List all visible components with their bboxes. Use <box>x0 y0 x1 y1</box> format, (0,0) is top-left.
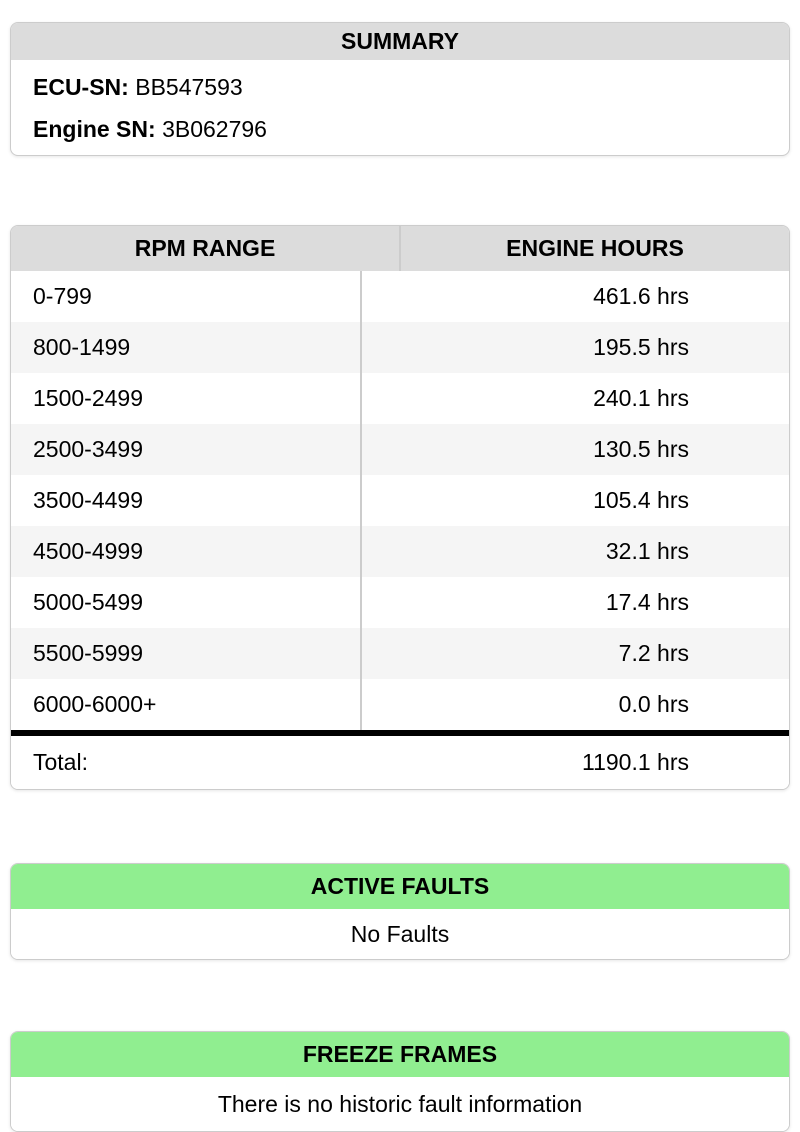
engine-hours-column-header: ENGINE HOURS <box>506 235 684 261</box>
rpm-range-column-header: RPM RANGE <box>11 226 401 271</box>
summary-title: SUMMARY <box>341 28 459 54</box>
freeze-frames-card: FREEZE FRAMES There is no historic fault… <box>10 1031 790 1132</box>
freeze-frames-message: There is no historic fault information <box>11 1077 789 1131</box>
rpm-range-cell: 800-1499 <box>11 322 362 373</box>
rpm-range-cell: 4500-4999 <box>11 526 362 577</box>
table-row: 1500-2499 240.1 hrs <box>11 373 789 424</box>
table-row: 800-1499 195.5 hrs <box>11 322 789 373</box>
total-row: Total: 1190.1 hrs <box>11 730 789 789</box>
engine-sn-value: 3B062796 <box>162 116 267 142</box>
table-row: 5500-5999 7.2 hrs <box>11 628 789 679</box>
engine-hours-cell: 0.0 hrs <box>618 691 689 717</box>
engine-hours-cell: 240.1 hrs <box>593 385 689 411</box>
table-row: 6000-6000+ 0.0 hrs <box>11 679 789 730</box>
rpm-range-cell: 3500-4499 <box>11 475 362 526</box>
ecu-sn-value: BB547593 <box>135 74 243 100</box>
engine-sn-label: Engine SN: <box>33 116 156 142</box>
table-row: 0-799 461.6 hrs <box>11 271 789 322</box>
engine-hours-cell: 7.2 hrs <box>618 640 689 666</box>
engine-hours-cell: 130.5 hrs <box>593 436 689 462</box>
rpm-range-cell: 0-799 <box>11 271 362 322</box>
table-row: 2500-3499 130.5 hrs <box>11 424 789 475</box>
active-faults-message: No Faults <box>11 909 789 959</box>
active-faults-card: ACTIVE FAULTS No Faults <box>10 863 790 960</box>
active-faults-header: ACTIVE FAULTS <box>11 864 789 909</box>
table-row: 4500-4999 32.1 hrs <box>11 526 789 577</box>
engine-hours-cell: 195.5 hrs <box>593 334 689 360</box>
ecu-sn-label: ECU-SN: <box>33 74 129 100</box>
rpm-range-cell: 5500-5999 <box>11 628 362 679</box>
engine-hours-cell: 461.6 hrs <box>593 283 689 309</box>
active-faults-title: ACTIVE FAULTS <box>310 873 490 899</box>
table-row: 3500-4499 105.4 hrs <box>11 475 789 526</box>
table-row: 5000-5499 17.4 hrs <box>11 577 789 628</box>
freeze-frames-title: FREEZE FRAMES <box>302 1041 498 1067</box>
rpm-range-cell: 5000-5499 <box>11 577 362 628</box>
rpm-table-header: RPM RANGE ENGINE HOURS <box>11 226 789 271</box>
rpm-hours-table-card: RPM RANGE ENGINE HOURS 0-799 461.6 hrs 8… <box>10 225 790 790</box>
summary-body: ECU-SN: BB547593 Engine SN: 3B062796 <box>11 60 789 155</box>
engine-hours-cell: 32.1 hrs <box>605 538 689 564</box>
rpm-range-cell: 1500-2499 <box>11 373 362 424</box>
freeze-frames-header: FREEZE FRAMES <box>11 1032 789 1077</box>
total-label: Total: <box>33 749 88 775</box>
rpm-range-cell: 2500-3499 <box>11 424 362 475</box>
engine-sn-row: Engine SN: 3B062796 <box>33 108 789 150</box>
rpm-range-cell: 6000-6000+ <box>11 679 362 730</box>
ecu-sn-row: ECU-SN: BB547593 <box>33 66 789 108</box>
rpm-table-body: 0-799 461.6 hrs 800-1499 195.5 hrs 1500-… <box>11 271 789 730</box>
engine-hours-cell: 17.4 hrs <box>605 589 689 615</box>
summary-card: SUMMARY ECU-SN: BB547593 Engine SN: 3B06… <box>10 22 790 156</box>
engine-hours-cell: 105.4 hrs <box>593 487 689 513</box>
summary-header: SUMMARY <box>11 23 789 60</box>
total-value: 1190.1 hrs <box>582 749 689 775</box>
